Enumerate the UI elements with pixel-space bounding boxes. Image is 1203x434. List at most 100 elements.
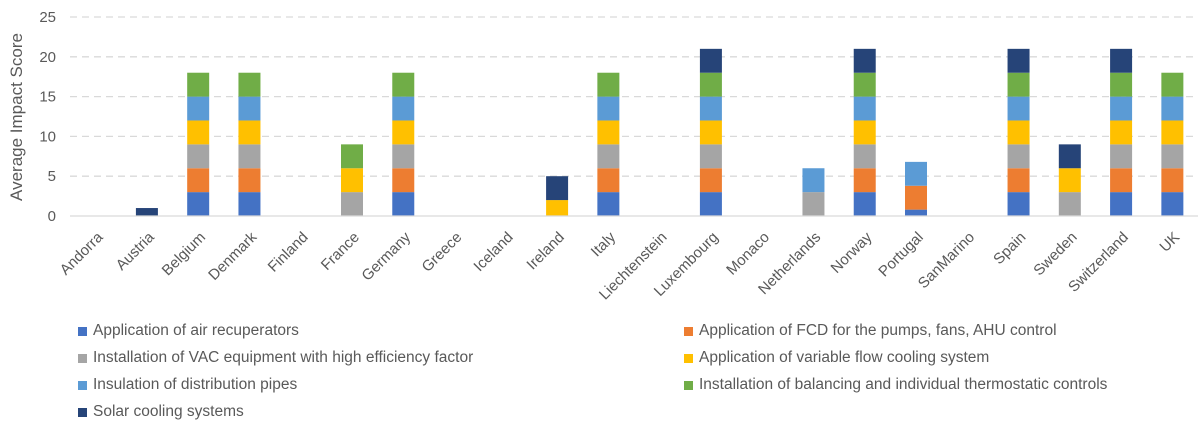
x-tick-label: Finland [265,229,312,276]
bar-segment [238,96,261,121]
legend-item: Solar cooling systems [78,403,244,421]
bar-segment [1007,168,1030,193]
y-tick-label: 20 [39,49,56,66]
bar-segment [341,168,363,193]
bar-segment [1110,168,1133,193]
legend-label: Insulation of distribution pipes [93,376,298,393]
bar-segment [853,168,876,193]
bar-segment [699,144,722,169]
bar-segment [802,192,825,216]
bar-segment [238,168,261,193]
bar-segment [1110,144,1133,169]
y-axis-label: Average Impact Score [7,33,26,201]
bar-segment [546,200,569,216]
bar-segment [238,72,261,97]
x-tick-label: Monaco [723,229,773,279]
x-tick-label: Portugal [875,229,927,281]
x-tick-label: Spain [990,229,1029,268]
bar-segment [699,96,722,121]
legend-swatch [78,407,87,417]
legend-item: Installation of VAC equipment with high … [78,349,473,367]
bar-segment [853,72,876,97]
bar-segment [1161,144,1184,169]
x-tick-label: Austria [113,228,158,273]
bar-segment [1007,96,1030,121]
bar-segment [1110,192,1133,216]
legend-swatch [684,380,693,390]
x-tick-label: Denmark [205,228,260,283]
bar-segment [1110,72,1133,97]
bar-segment [597,72,620,97]
bar-segment [238,192,261,216]
bar-segment [1110,120,1133,145]
bar-segment [597,168,620,193]
legend-label: Installation of balancing and individual… [699,376,1108,393]
bar-segment [238,120,261,145]
bar-segment [699,72,722,97]
legend-item: Insulation of distribution pipes [78,376,297,394]
x-tick-label: Greece [419,229,466,276]
bar-segment [1110,96,1133,121]
bar-segment [187,72,210,97]
bar-segment [1161,192,1184,216]
x-tick-label: France [318,229,363,274]
bar-segment [187,144,210,169]
bar-segment [597,120,620,145]
legend-item: Installation of balancing and individual… [684,376,1107,394]
bar-segment [1161,168,1184,193]
y-tick-label: 25 [39,9,56,26]
bar-segment [853,192,876,216]
bar-segment [597,96,620,121]
bar-segment [802,168,825,193]
x-tick-label: Iceland [470,229,516,275]
bar-segment [135,208,158,216]
bar-segment [238,144,261,169]
legend-label: Application of FCD for the pumps, fans, … [699,322,1057,339]
bar-segment [1110,48,1133,73]
bar-segment [699,120,722,145]
bar-segment [1007,72,1030,97]
bar-segment [905,185,927,210]
legend-item: Application of variable flow cooling sys… [684,349,989,367]
x-tick-label: Belgium [159,229,209,279]
y-tick-label: 0 [48,208,56,225]
x-tick-label: Sweden [1030,229,1080,279]
bar-segment [546,176,569,201]
x-tick-label: UK [1156,229,1183,256]
x-tick-label: Germany [358,228,414,284]
bar-segment [1058,144,1081,169]
x-tick-label: Italy [588,228,620,260]
bar-segment [187,120,210,145]
legend-swatch [78,353,87,363]
bar-segment [1007,48,1030,73]
bar-segment [1007,120,1030,145]
bar-segment [341,144,363,169]
bar-segment [1007,192,1030,216]
bar-segment [187,192,210,216]
bar-segment [187,168,210,193]
legend-item: Application of FCD for the pumps, fans, … [684,322,1057,340]
bar-segment [699,192,722,216]
bar-segment [1058,192,1081,216]
bar-segment [699,48,722,73]
legend-swatch [684,353,693,363]
bar-segment [392,72,415,97]
bar-segment [1161,96,1184,121]
bar-segment [392,120,415,145]
x-tick-label: Andorra [57,228,107,278]
legend-swatch [78,380,87,390]
bar-segment [853,144,876,169]
legend-label: Application of variable flow cooling sys… [699,349,990,366]
bar-segment [905,209,927,216]
bar-segment [1161,120,1184,145]
y-tick-label: 10 [39,128,56,145]
bar-segment [187,96,210,121]
legend-label: Application of air recuperators [93,322,299,339]
x-tick-label: Norway [828,228,876,276]
bar-segment [1161,72,1184,97]
y-tick-label: 15 [39,89,56,106]
bar-segment [392,96,415,121]
legend-label: Installation of VAC equipment with high … [93,349,474,366]
bar-segment [341,192,363,216]
bar-segment [699,168,722,193]
